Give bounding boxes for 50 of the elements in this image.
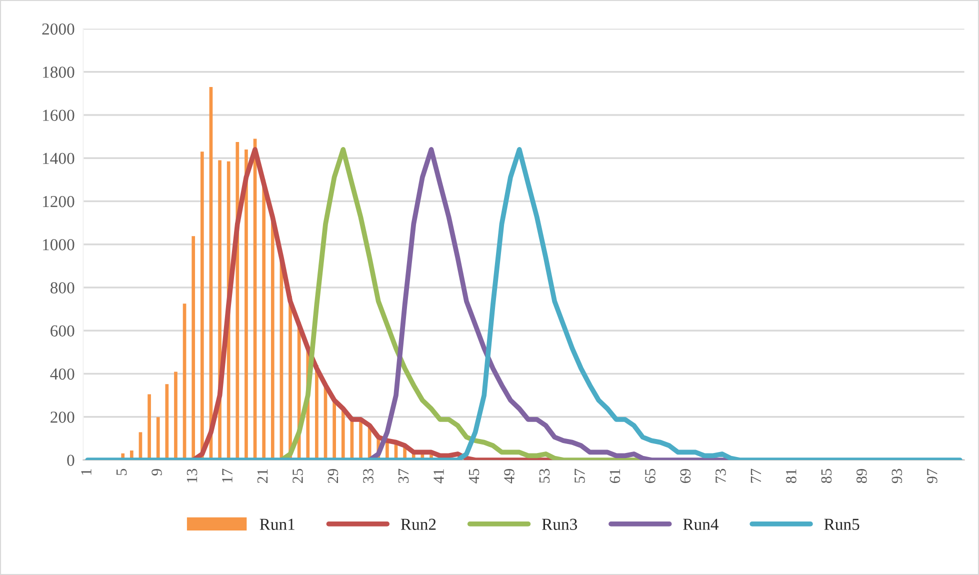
x-tick-label: 53 xyxy=(539,468,550,483)
y-tick-label: 1200 xyxy=(43,196,74,208)
x-tick-label: 33 xyxy=(363,468,374,483)
legend-label: Run3 xyxy=(542,518,578,530)
bar xyxy=(174,372,178,460)
x-tick-label: 57 xyxy=(574,468,585,483)
x-tick-label: 41 xyxy=(434,469,444,484)
bar xyxy=(244,150,248,460)
x-tick-label: 49 xyxy=(504,468,514,484)
x-tick-label: 69 xyxy=(680,468,691,483)
y-tick-label: 2000 xyxy=(42,23,74,35)
x-tick-label: 21 xyxy=(257,469,268,483)
x-tick-label: 45 xyxy=(468,468,480,484)
y-tick-label: 200 xyxy=(50,412,74,423)
x-tick-label: 1 xyxy=(81,469,92,475)
y-tick-label: 1800 xyxy=(43,66,74,78)
y-tick-label: 1600 xyxy=(43,110,74,121)
bar xyxy=(200,152,204,460)
x-tick-label: 13 xyxy=(186,468,198,482)
x-tick-label: 25 xyxy=(292,468,303,483)
x-tick-label: 97 xyxy=(927,468,938,484)
x-tick-label: 5 xyxy=(116,468,127,476)
x-tick-label: 85 xyxy=(821,468,832,484)
y-tick-label: 800 xyxy=(50,282,74,294)
bar xyxy=(156,417,160,460)
bar xyxy=(192,236,196,460)
x-tick-label: 29 xyxy=(328,468,338,483)
y-tick-label: 1400 xyxy=(43,152,74,164)
x-tick-label: 65 xyxy=(645,468,656,483)
bar xyxy=(165,384,169,460)
x-tick-label: 89 xyxy=(856,468,867,484)
x-tick-label: 73 xyxy=(716,468,726,483)
legend-label: Run1 xyxy=(260,518,294,530)
x-tick-label: 77 xyxy=(750,468,761,483)
x-tick-label: 17 xyxy=(222,468,232,482)
y-tick-label: 400 xyxy=(50,368,74,380)
y-tick-label: 0 xyxy=(67,454,74,466)
x-tick-label: 93 xyxy=(892,468,902,484)
x-tick-label: 81 xyxy=(786,469,796,484)
bar xyxy=(270,220,274,460)
y-tick-label: 1000 xyxy=(43,239,74,250)
legend-label: Run5 xyxy=(824,518,860,530)
legend-label: Run4 xyxy=(683,518,719,530)
legend-label: Run2 xyxy=(400,518,436,530)
x-tick-label: 9 xyxy=(152,468,162,476)
x-tick-label: 61 xyxy=(610,469,620,483)
bar xyxy=(148,394,151,460)
y-tick-label: 600 xyxy=(50,325,74,337)
x-tick-label: 37 xyxy=(398,468,409,483)
line-series xyxy=(85,147,962,460)
